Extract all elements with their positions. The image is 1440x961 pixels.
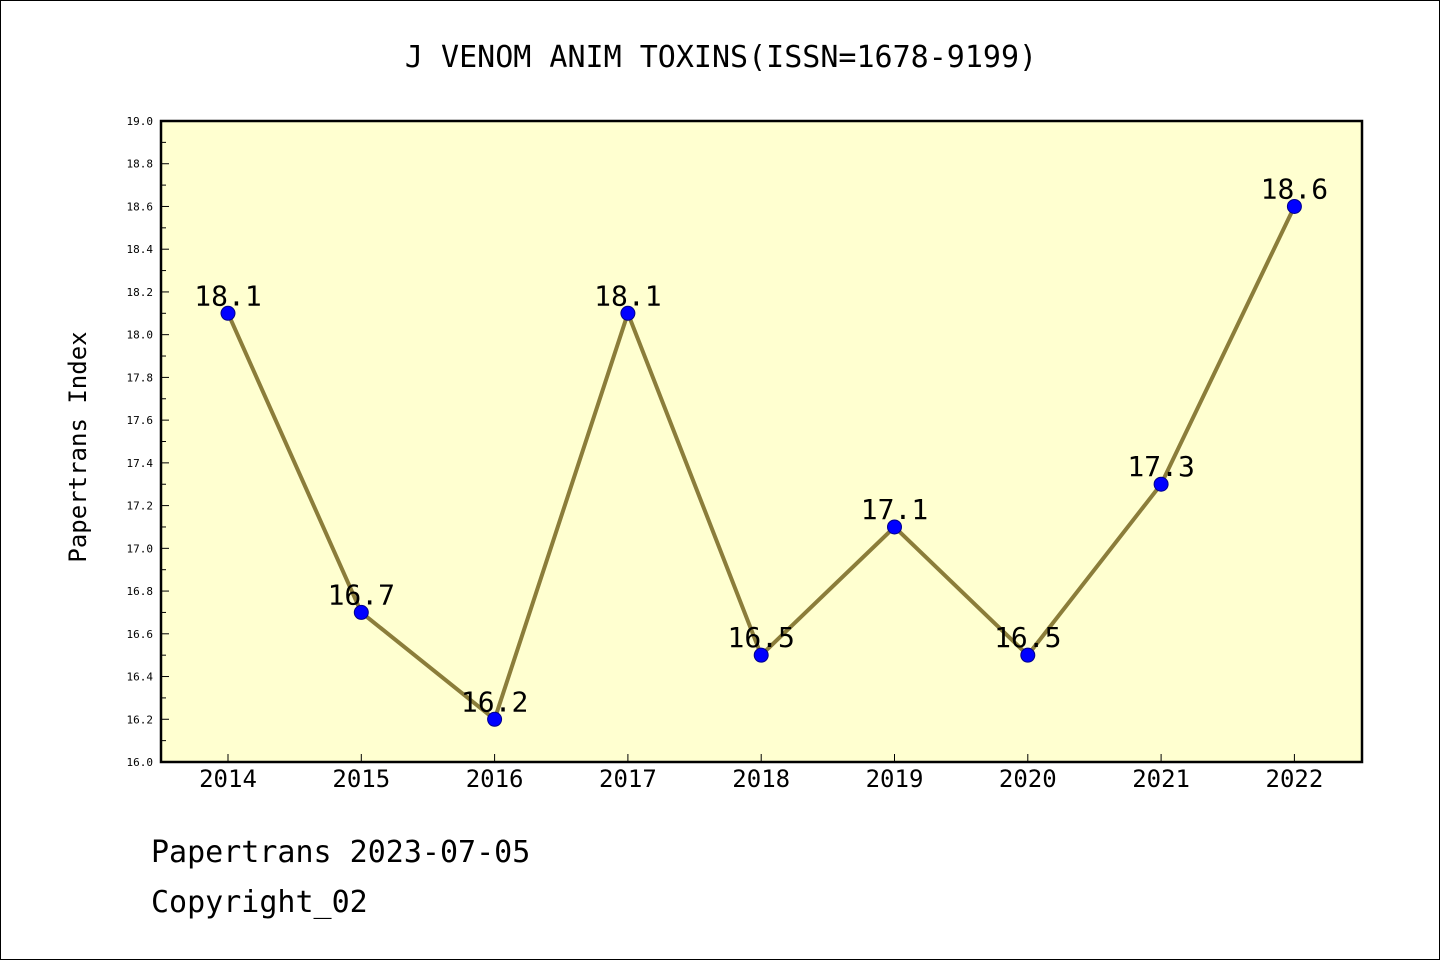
y-tick-label: 16.6 [127, 628, 154, 641]
y-tick-label: 16.0 [127, 756, 154, 769]
y-axis-label: Papertrans Index [64, 331, 92, 562]
data-point-marker [220, 305, 236, 321]
y-tick-label: 18.8 [127, 158, 154, 171]
y-tick-label: 18.2 [127, 286, 154, 299]
x-tick-label: 2017 [599, 765, 657, 793]
data-label: 18.1 [194, 279, 261, 312]
y-tick-label: 18.0 [127, 329, 154, 342]
data-label: 16.5 [727, 621, 794, 654]
x-tick-label: 2022 [1266, 765, 1324, 793]
y-tick-label: 17.4 [127, 457, 154, 470]
data-point-marker [753, 647, 769, 663]
data-point-marker [1286, 198, 1302, 214]
data-point-marker [887, 519, 902, 535]
data-label: 18.1 [594, 279, 661, 312]
x-tick-label: 2016 [466, 765, 524, 793]
x-tick-label: 2015 [332, 765, 390, 793]
y-tick-label: 17.8 [127, 371, 154, 384]
x-tick-label: 2014 [199, 765, 257, 793]
data-point-marker [487, 711, 503, 727]
data-label: 16.2 [461, 685, 528, 718]
data-label: 16.7 [328, 578, 395, 611]
series-layer: 18.1 16.7 16.2 18.1 16.5 17.1 16.5 17.3 18.6 [194, 172, 1328, 727]
data-label: 17.3 [1127, 450, 1194, 483]
x-tick-label: 2020 [999, 765, 1057, 793]
data-point-marker [620, 305, 636, 321]
y-tick-label: 16.8 [127, 585, 154, 598]
y-tick-label: 18.4 [127, 243, 154, 256]
x-tick-label: 2021 [1132, 765, 1190, 793]
data-point-marker [353, 604, 369, 620]
y-tick-label: 16.4 [127, 671, 154, 684]
data-label: 16.5 [994, 621, 1061, 654]
y-tick-label: 17.6 [127, 414, 154, 427]
x-tick-label: 2018 [732, 765, 790, 793]
y-tick-label: 17.0 [127, 542, 154, 555]
y-tick-label: 19.0 [127, 115, 154, 128]
y-tick-label: 16.2 [127, 713, 154, 726]
data-point-marker [1020, 647, 1036, 663]
footer-date-label: Papertrans 2023-07-05 [151, 835, 531, 870]
footer-copyright-label: Copyright_02 [151, 885, 368, 920]
data-label: 18.6 [1261, 172, 1328, 205]
chart-title: J VENOM ANIM TOXINS(ISSN=1678-9199) [405, 40, 1037, 75]
y-tick-label: 17.2 [127, 500, 154, 513]
data-label: 17.1 [861, 493, 928, 526]
axis-ticks: 16.0 16.2 16.4 16.6 16.8 17.0 17.2 17.4 17.6 17.8… [127, 115, 1324, 793]
x-tick-label: 2019 [866, 765, 924, 793]
y-tick-label: 18.6 [127, 200, 154, 213]
data-point-marker [1153, 476, 1169, 492]
